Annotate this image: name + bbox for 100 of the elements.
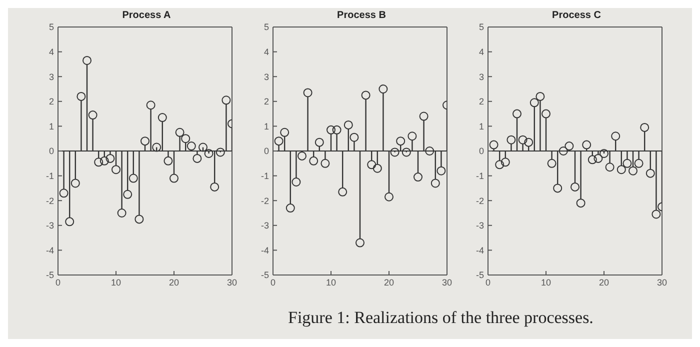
point bbox=[605, 162, 614, 172]
y-tick-label: 4 bbox=[48, 46, 54, 57]
point bbox=[652, 210, 661, 219]
point bbox=[378, 84, 388, 94]
point bbox=[436, 166, 446, 176]
y-tick-label: 3 bbox=[478, 72, 484, 82]
point bbox=[181, 134, 190, 144]
point bbox=[280, 128, 290, 137]
point bbox=[390, 148, 400, 157]
point bbox=[320, 158, 330, 168]
point bbox=[414, 172, 422, 182]
y-tick-label: 2 bbox=[48, 96, 54, 107]
x-tick-label: 20 bbox=[598, 277, 610, 288]
x-tick-label: 10 bbox=[110, 277, 122, 288]
x-tick-label: 10 bbox=[540, 277, 552, 288]
point bbox=[500, 158, 510, 167]
point bbox=[396, 136, 406, 146]
point bbox=[344, 120, 353, 130]
y-tick-label: 0 bbox=[264, 146, 269, 156]
point bbox=[367, 160, 376, 170]
y-tick-label: -4 bbox=[46, 245, 54, 256]
point bbox=[518, 135, 528, 144]
y-tick-label: -2 bbox=[260, 196, 269, 206]
point bbox=[146, 100, 156, 110]
point bbox=[547, 158, 556, 168]
x-tick-label: 30 bbox=[226, 277, 238, 288]
point bbox=[106, 154, 115, 163]
point bbox=[402, 148, 411, 157]
point bbox=[192, 154, 202, 163]
x-tick-label: 20 bbox=[168, 277, 180, 288]
point bbox=[594, 154, 603, 163]
point bbox=[616, 165, 626, 174]
point bbox=[611, 132, 620, 141]
point bbox=[506, 135, 516, 144]
chart-title: Process C bbox=[551, 10, 602, 21]
y-tick-label: -5 bbox=[260, 270, 269, 280]
y-tick-label: -3 bbox=[476, 220, 484, 231]
point bbox=[88, 110, 98, 120]
y-tick-label: -5 bbox=[46, 270, 54, 280]
y-tick-label: -2 bbox=[46, 196, 54, 206]
point bbox=[512, 109, 522, 118]
point bbox=[164, 156, 173, 166]
point bbox=[100, 156, 109, 166]
point bbox=[210, 182, 220, 192]
point bbox=[600, 148, 608, 158]
y-tick-label: 1 bbox=[264, 121, 269, 132]
y-tick-label: 1 bbox=[48, 121, 54, 132]
y-tick-label: -1 bbox=[46, 170, 54, 181]
y-tick-label: -4 bbox=[260, 245, 269, 256]
point bbox=[76, 92, 86, 101]
y-tick-label: -4 bbox=[476, 245, 484, 256]
y-tick-label: 0 bbox=[478, 146, 484, 156]
point bbox=[222, 96, 231, 105]
point bbox=[588, 155, 597, 164]
point bbox=[298, 151, 306, 160]
point bbox=[361, 90, 370, 100]
point bbox=[524, 138, 534, 147]
chart-title: Process A bbox=[121, 10, 172, 21]
chart-title: Process B bbox=[336, 10, 387, 21]
point bbox=[216, 148, 225, 157]
point bbox=[384, 192, 394, 202]
point bbox=[175, 128, 184, 137]
point bbox=[570, 182, 580, 192]
point bbox=[430, 178, 440, 188]
point bbox=[94, 158, 104, 167]
y-tick-label: 3 bbox=[48, 72, 54, 82]
y-tick-label: 5 bbox=[48, 22, 54, 32]
y-tick-label: 4 bbox=[478, 46, 484, 57]
point bbox=[128, 174, 138, 183]
x-tick-label: 20 bbox=[384, 277, 394, 288]
caption: Figure 1: Realizations of the three processes. bbox=[288, 308, 594, 328]
point bbox=[158, 113, 167, 122]
point bbox=[408, 132, 417, 141]
x-tick-label: 30 bbox=[442, 277, 452, 288]
point bbox=[372, 164, 382, 173]
point bbox=[558, 146, 568, 156]
point bbox=[576, 198, 586, 208]
y-tick-label: 5 bbox=[264, 22, 269, 32]
point bbox=[530, 98, 539, 108]
y-tick-label: -2 bbox=[476, 196, 484, 206]
point bbox=[542, 109, 550, 118]
point bbox=[286, 204, 295, 213]
point bbox=[65, 217, 74, 226]
point bbox=[419, 112, 428, 121]
point bbox=[198, 142, 208, 152]
point bbox=[495, 160, 504, 170]
y-tick-label: 0 bbox=[48, 146, 54, 156]
point bbox=[70, 178, 80, 188]
point bbox=[82, 56, 92, 65]
point bbox=[59, 188, 68, 198]
point bbox=[646, 168, 655, 178]
y-tick-label: 2 bbox=[264, 96, 269, 107]
point bbox=[489, 140, 498, 150]
point bbox=[338, 187, 348, 196]
y-tick-label: 4 bbox=[264, 46, 269, 57]
point bbox=[117, 208, 126, 218]
point bbox=[622, 158, 632, 168]
point bbox=[309, 156, 318, 166]
y-tick-label: -5 bbox=[476, 270, 484, 280]
point bbox=[628, 166, 638, 176]
